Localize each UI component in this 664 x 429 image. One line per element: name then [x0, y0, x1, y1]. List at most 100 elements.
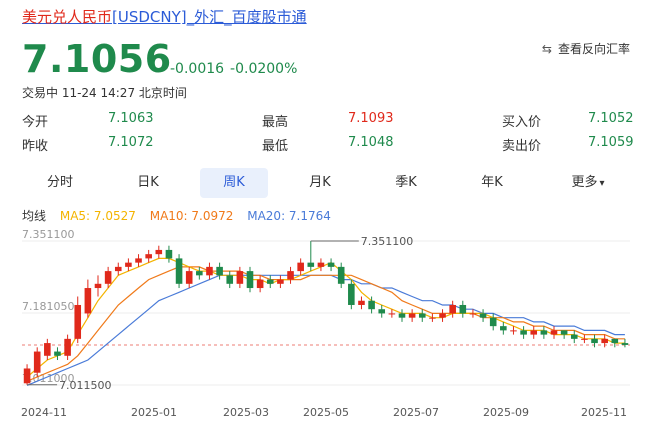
stats-row: 今开 7.1063 最高 7.1093 买入价 7.1052 — [22, 111, 634, 135]
swap-icon: ⇆ — [541, 42, 552, 56]
legend-ma20: MA20: 7.1764 — [247, 209, 331, 223]
title-base-currency: 美元 — [22, 8, 53, 26]
candle-body — [94, 283, 102, 289]
x-tick-label: 2024-11 — [21, 406, 67, 419]
candle-body — [408, 313, 416, 318]
max-marker-label: 7.351100 — [361, 235, 414, 248]
candle-body — [114, 266, 122, 272]
stat-label: 今开 — [22, 115, 49, 130]
candle-body — [236, 271, 244, 284]
stats-row: 昨收 7.1072 最低 7.1048 卖出价 7.1059 — [22, 135, 634, 159]
candle-body — [135, 258, 142, 263]
x-tick-label: 2025-11 — [581, 406, 627, 419]
y-tick-label: 7.351100 — [22, 228, 75, 241]
stat-label: 最高 — [262, 115, 289, 130]
candle-body — [307, 262, 315, 267]
candle-body — [530, 330, 538, 335]
candle-body — [378, 309, 386, 314]
candle-body — [175, 258, 183, 284]
stat-label: 买入价 — [502, 115, 542, 130]
candle-body — [104, 271, 112, 284]
candlestick-chart[interactable]: 7.3511007.1810507.0110007.3511007.011500… — [0, 225, 664, 429]
candle-body — [479, 313, 487, 318]
candle-body — [246, 271, 254, 289]
tab-yearly-k[interactable]: 年K — [481, 175, 503, 190]
y-tick-label: 7.181050 — [22, 300, 75, 313]
tab-intraday[interactable]: 分时 — [46, 175, 73, 190]
stat-value: 7.1048 — [348, 135, 394, 150]
period-tabs: 分时 日K 周K 月K 季K 年K 更多 ▾ — [22, 168, 634, 198]
chevron-down-icon: ▾ — [599, 178, 605, 189]
candle-body — [327, 262, 335, 267]
candle-body — [155, 249, 163, 255]
candle-body — [206, 266, 213, 276]
candle-body — [266, 279, 274, 284]
x-tick-label: 2025-07 — [393, 406, 439, 419]
candle-body — [54, 351, 61, 356]
reverse-rate-button[interactable]: ⇆ 查看反向汇率 — [542, 40, 630, 57]
candle-body — [165, 249, 173, 259]
x-tick-label: 2025-01 — [131, 406, 177, 419]
legend-ma5: MA5: 7.0527 — [59, 209, 136, 223]
candle-body — [216, 266, 223, 276]
candle-body — [64, 338, 71, 356]
candle-body — [84, 288, 92, 314]
stat-label: 最低 — [262, 139, 289, 154]
stat-value: 7.1063 — [108, 111, 154, 126]
ma10-line — [26, 266, 625, 382]
tab-daily-k[interactable]: 日K — [137, 175, 159, 190]
candle-body — [317, 262, 325, 267]
tab-weekly-k[interactable]: 周K — [200, 168, 268, 198]
stat-value: 7.1093 — [348, 111, 394, 126]
ma-legend: 均线 MA5: 7.0527 MA10: 7.0972 MA20: 7.1764 — [22, 207, 341, 224]
candle-body — [581, 338, 588, 340]
candle-body — [256, 279, 264, 289]
change-value: -0.0016 — [170, 61, 225, 77]
page-title[interactable]: 美元兑人民币[USDCNY]_外汇_百度股市通 — [22, 6, 307, 27]
candle-body — [226, 275, 234, 284]
stat-value: 7.1059 — [588, 135, 634, 150]
stat-label: 昨收 — [22, 139, 49, 154]
candle-body — [621, 343, 629, 345]
candle-body — [500, 326, 507, 331]
candle-body — [591, 338, 598, 344]
candle-body — [469, 313, 477, 315]
candle-body — [489, 317, 497, 327]
candle-body — [125, 262, 132, 267]
stat-value: 7.1072 — [108, 135, 154, 150]
candle-body — [540, 330, 548, 335]
candle-body — [439, 313, 446, 318]
candle-body — [44, 343, 51, 356]
candle-body — [601, 338, 608, 344]
candle-body — [570, 334, 578, 339]
candle-body — [297, 262, 304, 272]
legend-title: 均线 — [22, 209, 47, 223]
candle-body — [337, 266, 345, 284]
candle-body — [418, 313, 426, 318]
candle-body — [33, 351, 41, 373]
price-change: -0.0016 -0.0200% — [170, 61, 303, 77]
tab-monthly-k[interactable]: 月K — [309, 175, 331, 190]
candle-body — [560, 330, 568, 335]
candle-body — [74, 304, 82, 339]
reverse-rate-label: 查看反向汇率 — [557, 42, 630, 56]
candle-body — [611, 338, 619, 344]
title-quote-currency: 兑人民币 — [52, 8, 113, 26]
candle-body — [287, 271, 294, 280]
stat-label: 卖出价 — [502, 139, 542, 154]
candle-body — [520, 330, 527, 335]
candle-body — [398, 313, 406, 318]
candle-body — [358, 300, 365, 305]
candle-body — [23, 368, 31, 384]
candle-body — [368, 300, 375, 310]
x-tick-label: 2025-09 — [483, 406, 529, 419]
more-label: 更多 — [571, 175, 598, 190]
stats-table: 今开 7.1063 最高 7.1093 买入价 7.1052 昨收 7.1072… — [22, 111, 634, 159]
candle-body — [429, 317, 436, 319]
candle-body — [459, 304, 467, 314]
trading-status: 交易中 11-24 14:27 北京时间 — [22, 86, 187, 100]
tab-more[interactable]: 更多 ▾ — [554, 168, 622, 198]
tab-quarterly-k[interactable]: 季K — [395, 175, 417, 190]
x-tick-label: 2025-05 — [303, 406, 349, 419]
candle-body — [449, 304, 456, 314]
